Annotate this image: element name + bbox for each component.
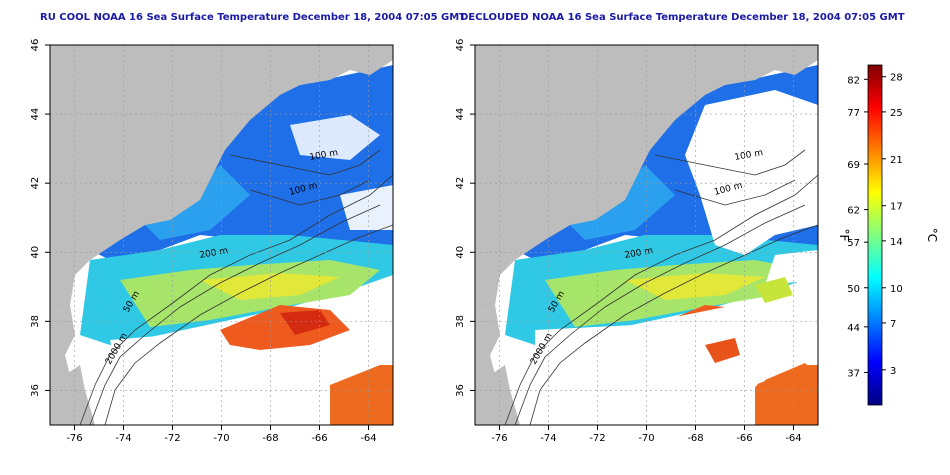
longitude-tick-label: -72: [589, 433, 605, 444]
cloud-mask: [110, 115, 393, 425]
latitude-tick-label: 46: [30, 39, 41, 52]
celsius-tick-label: 14: [890, 237, 903, 248]
celsius-tick-label: 28: [890, 73, 903, 84]
contour-label: 100 m: [309, 148, 339, 163]
celsius-tick-label: 21: [890, 155, 903, 166]
latitude-tick-label: 44: [30, 108, 41, 121]
temperature-colorbar: 28 25 21 17 14 10 7 3 82 77 69 62 57 50 44 37 °F °C: [840, 64, 939, 406]
right-map-title: DECLOUDED NOAA 16 Sea Surface Temperatur…: [460, 12, 905, 23]
bathymetry-contours: [79, 149, 394, 426]
land-mass: [50, 45, 393, 425]
longitude-tick-label: -70: [638, 433, 654, 444]
fahrenheit-tick-label: 77: [847, 108, 860, 119]
celsius-tick-label: 25: [890, 108, 903, 119]
fahrenheit-tick-label: 50: [847, 284, 860, 295]
latitude-tick-label: 42: [30, 177, 41, 190]
fahrenheit-tick-label: 82: [847, 75, 860, 86]
fahrenheit-unit-label: °F: [840, 229, 851, 242]
fahrenheit-tick-label: 37: [847, 368, 860, 379]
longitude-tick-label: -64: [360, 433, 376, 444]
longitude-tick-label: -68: [262, 433, 278, 444]
longitude-tick-label: -76: [66, 433, 82, 444]
longitude-tick-label: -74: [540, 433, 556, 444]
contour-label: 200 m: [624, 246, 654, 261]
celsius-tick-label: 17: [890, 202, 903, 213]
colorbar-gradient: [867, 64, 883, 406]
contour-label: 100 m: [734, 148, 764, 163]
latitude-tick-label: 38: [30, 315, 41, 328]
contour-label: 200 m: [199, 246, 229, 261]
sst-field: [80, 65, 393, 425]
celsius-tick-label: 3: [890, 366, 896, 377]
longitude-tick-label: -64: [785, 433, 801, 444]
land-mass: [475, 45, 818, 425]
celsius-tick-label: 10: [890, 284, 903, 295]
latitude-tick-label: 40: [30, 246, 41, 259]
longitude-tick-label: -66: [736, 433, 752, 444]
latitude-tick-label: 40: [455, 246, 466, 259]
longitude-tick-label: -76: [491, 433, 507, 444]
longitude-tick-label: -74: [115, 433, 131, 444]
fahrenheit-tick-label: 44: [847, 323, 860, 334]
latitude-tick-label: 36: [30, 384, 41, 397]
fahrenheit-tick-label: 62: [847, 206, 860, 217]
fahrenheit-tick-label: 69: [847, 160, 860, 171]
latitude-tick-label: 44: [455, 108, 466, 121]
longitude-tick-label: -66: [311, 433, 327, 444]
longitude-tick-label: -72: [164, 433, 180, 444]
celsius-tick-label: 7: [890, 319, 896, 330]
latitude-tick-label: 36: [455, 384, 466, 397]
latitude-tick-label: 42: [455, 177, 466, 190]
bathymetry-contours: [504, 149, 819, 426]
latitude-tick-label: 46: [455, 39, 466, 52]
longitude-tick-label: -70: [213, 433, 229, 444]
fahrenheit-tick-label: 57: [847, 238, 860, 249]
left-map-title: RU COOL NOAA 16 Sea Surface Temperature …: [40, 12, 466, 23]
celsius-unit-label: °C: [925, 228, 939, 242]
longitude-tick-label: -68: [687, 433, 703, 444]
latitude-tick-label: 38: [455, 315, 466, 328]
